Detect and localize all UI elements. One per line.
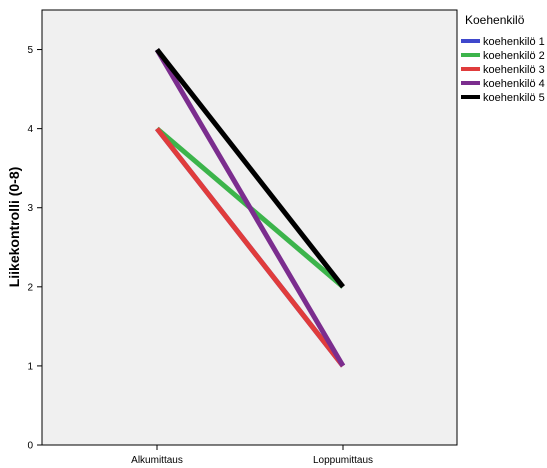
y-tick-label: 3	[27, 203, 33, 214]
y-tick-label: 2	[27, 282, 33, 293]
y-tick-label: 0	[27, 441, 33, 452]
series-line-3[interactable]	[155, 127, 345, 368]
x-axis: Alkumittaus Loppumittaus	[131, 445, 373, 466]
series-line-4[interactable]	[154, 48, 346, 368]
legend[interactable]: Koehenkilö koehenkilö 1 koehenkilö 2 koehen…	[461, 13, 545, 104]
legend-title: Koehenkilö	[465, 13, 525, 27]
legend-entry[interactable]: koehenkilö 2	[483, 50, 545, 62]
y-tick-label: 5	[27, 45, 33, 56]
x-tick-label: Alkumittaus	[131, 455, 183, 466]
legend-entry[interactable]: koehenkilö 1	[483, 36, 545, 48]
legend-entry[interactable]: koehenkilö 4	[483, 78, 545, 90]
x-tick-label: Loppumittaus	[313, 455, 373, 466]
y-tick-label: 1	[27, 361, 33, 372]
series-lines	[154, 48, 346, 368]
y-tick-label: 4	[27, 124, 33, 135]
series-line-5[interactable]	[155, 48, 345, 289]
legend-entry[interactable]: koehenkilö 5	[483, 92, 545, 104]
legend-entry[interactable]: koehenkilö 3	[483, 64, 545, 76]
y-axis-title: Liikekontrolli (0-8)	[6, 167, 22, 288]
y-axis: 0 1 2 3 4 5	[27, 45, 42, 452]
plot-area	[41, 9, 458, 446]
